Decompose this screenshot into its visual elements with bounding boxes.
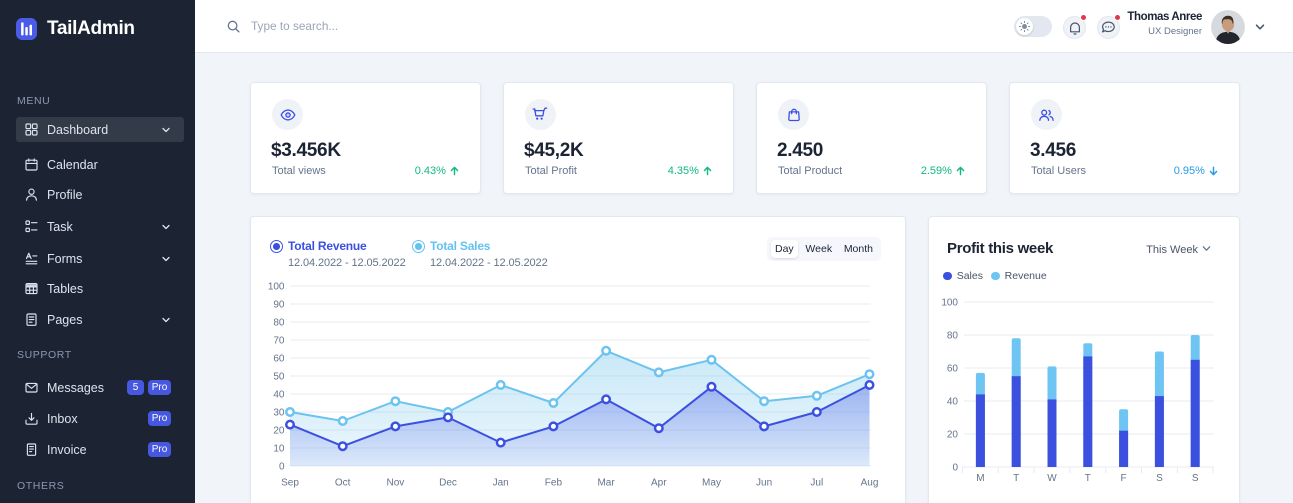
svg-text:Apr: Apr [651, 478, 667, 489]
svg-text:Dec: Dec [439, 478, 457, 489]
svg-text:100: 100 [941, 298, 958, 309]
svg-text:May: May [702, 478, 721, 489]
svg-text:100: 100 [268, 282, 285, 293]
svg-text:40: 40 [947, 397, 959, 408]
svg-text:0: 0 [952, 463, 958, 474]
svg-text:80: 80 [273, 318, 285, 329]
svg-text:S: S [1192, 473, 1199, 484]
svg-text:Jan: Jan [493, 478, 509, 489]
svg-text:Jun: Jun [756, 478, 772, 489]
svg-text:Aug: Aug [861, 478, 879, 489]
svg-text:10: 10 [273, 444, 285, 455]
svg-text:Sep: Sep [281, 478, 299, 489]
svg-text:F: F [1121, 473, 1127, 484]
svg-text:Oct: Oct [335, 478, 351, 489]
svg-text:90: 90 [273, 300, 285, 311]
svg-text:Feb: Feb [545, 478, 563, 489]
svg-text:T: T [1085, 473, 1091, 484]
svg-text:50: 50 [273, 372, 285, 383]
svg-text:0: 0 [279, 462, 285, 473]
svg-text:S: S [1156, 473, 1163, 484]
svg-text:W: W [1047, 473, 1057, 484]
svg-text:20: 20 [947, 430, 959, 441]
svg-text:20: 20 [273, 426, 285, 437]
svg-text:60: 60 [273, 354, 285, 365]
svg-text:Jul: Jul [810, 478, 823, 489]
svg-text:M: M [976, 473, 984, 484]
svg-text:60: 60 [947, 364, 959, 375]
svg-text:70: 70 [273, 336, 285, 347]
svg-text:T: T [1013, 473, 1019, 484]
svg-text:40: 40 [273, 390, 285, 401]
svg-text:Nov: Nov [387, 478, 405, 489]
svg-text:30: 30 [273, 408, 285, 419]
svg-text:80: 80 [947, 331, 959, 342]
svg-text:Mar: Mar [597, 478, 615, 489]
